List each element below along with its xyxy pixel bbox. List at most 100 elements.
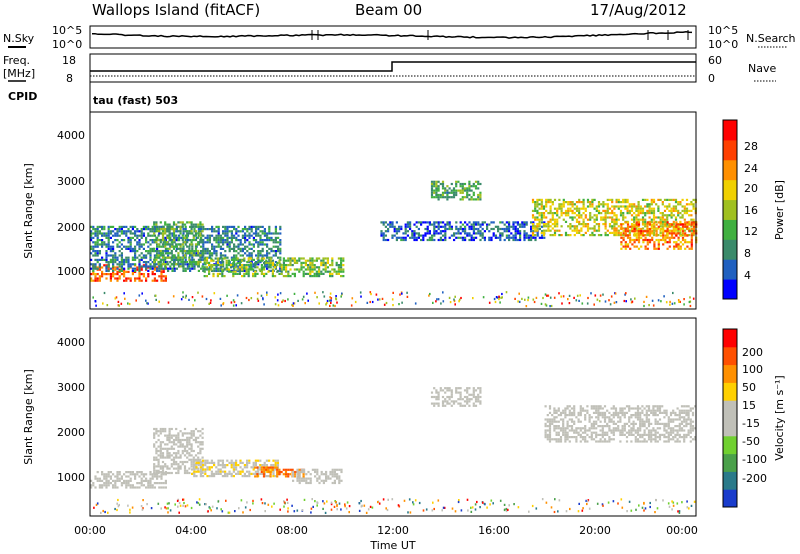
power-cell — [604, 212, 607, 215]
power-cell — [464, 238, 467, 242]
velocity-cell — [452, 400, 456, 403]
power-cell — [252, 225, 255, 228]
velocity-cell — [160, 486, 163, 489]
velocity-cell — [201, 469, 204, 472]
power-cell — [151, 247, 154, 250]
power-cell — [675, 221, 678, 224]
power-cell — [94, 230, 97, 233]
power-cell — [233, 243, 236, 246]
power-cell — [182, 241, 185, 244]
power-cell — [646, 230, 649, 233]
velocity-cell — [314, 470, 317, 474]
power-cell — [677, 225, 680, 228]
power-cell — [145, 228, 148, 231]
velocity-cell — [441, 402, 445, 405]
power-cell — [685, 209, 689, 212]
power-cell — [311, 268, 314, 271]
power-scatter-cell — [454, 295, 456, 298]
power-cell — [642, 230, 645, 233]
power-cell — [248, 228, 251, 231]
power-scatter-cell — [669, 300, 671, 303]
power-cell — [457, 232, 460, 235]
velocity-cell — [103, 473, 106, 476]
power-cell — [597, 229, 601, 232]
power-cell — [313, 259, 316, 262]
power-cell — [140, 258, 143, 261]
velocity-cell — [179, 430, 182, 433]
power-cell — [562, 203, 565, 206]
velocity-cell — [181, 463, 184, 466]
power-cell — [101, 275, 104, 278]
velocity-cell — [603, 414, 607, 417]
power-cell — [532, 230, 535, 233]
power-cell — [677, 247, 680, 250]
velocity-cell — [687, 422, 690, 425]
power-cell — [103, 228, 106, 231]
velocity-cell — [656, 440, 659, 443]
power-cell — [208, 254, 211, 257]
velocity-cell — [564, 436, 567, 439]
power-cell — [439, 238, 442, 242]
power-cell — [289, 268, 292, 271]
power-cell — [182, 254, 185, 257]
velocity-cell — [271, 466, 274, 469]
power-cell — [279, 265, 282, 268]
velocity-cell — [107, 484, 110, 487]
power-cell — [417, 232, 420, 235]
power-cell — [534, 203, 537, 206]
power-cell — [331, 259, 334, 262]
power-cell — [259, 250, 262, 253]
power-cell — [261, 232, 264, 235]
power-cell — [151, 279, 154, 282]
power-cell — [127, 265, 130, 268]
velocity-cell — [588, 427, 591, 430]
power-cell — [455, 189, 458, 192]
power-cell — [626, 212, 629, 215]
power-cell — [650, 220, 653, 223]
velocity-cell — [109, 477, 112, 480]
power-cell — [461, 191, 464, 194]
power-cell — [234, 266, 237, 269]
power-cell — [685, 212, 689, 215]
power-cell — [318, 257, 321, 260]
power-cell — [285, 268, 288, 271]
power-cell — [266, 265, 269, 268]
velocity-cell — [689, 431, 692, 434]
power-cell — [474, 180, 478, 183]
velocity-cell — [166, 434, 169, 437]
power-cell — [221, 259, 224, 262]
power-cell — [342, 270, 345, 273]
velocity-cell — [592, 431, 596, 434]
power-cell — [613, 229, 616, 232]
power-scatter-cell — [330, 301, 332, 304]
power-cell — [259, 241, 262, 244]
power-cell — [651, 238, 654, 242]
power-cell — [545, 198, 548, 201]
velocity-cell — [683, 420, 686, 423]
velocity-cell — [656, 431, 659, 434]
power-cell — [177, 252, 180, 255]
power-cell — [635, 238, 638, 242]
power-cell — [560, 205, 563, 208]
velocity-cell — [562, 427, 565, 430]
power-cell — [655, 230, 658, 233]
power-cell — [673, 241, 676, 244]
velocity-cell — [254, 472, 257, 475]
velocity-cell — [123, 482, 126, 485]
power-cell — [573, 216, 576, 219]
velocity-cell — [573, 420, 576, 423]
power-cell — [189, 269, 192, 272]
power-cell — [204, 236, 207, 239]
velocity-cell — [125, 479, 128, 482]
velocity-cell — [639, 418, 642, 421]
velocity-cell — [562, 433, 565, 436]
power-cell — [631, 227, 634, 231]
velocity-cell — [479, 391, 482, 394]
power-cell — [247, 272, 250, 275]
velocity-cell — [610, 407, 613, 410]
power-cell — [437, 196, 440, 199]
power-cell — [107, 239, 110, 242]
velocity-cell — [562, 411, 565, 414]
power-scatter-cell — [276, 299, 279, 302]
velocity-cell — [639, 422, 642, 425]
